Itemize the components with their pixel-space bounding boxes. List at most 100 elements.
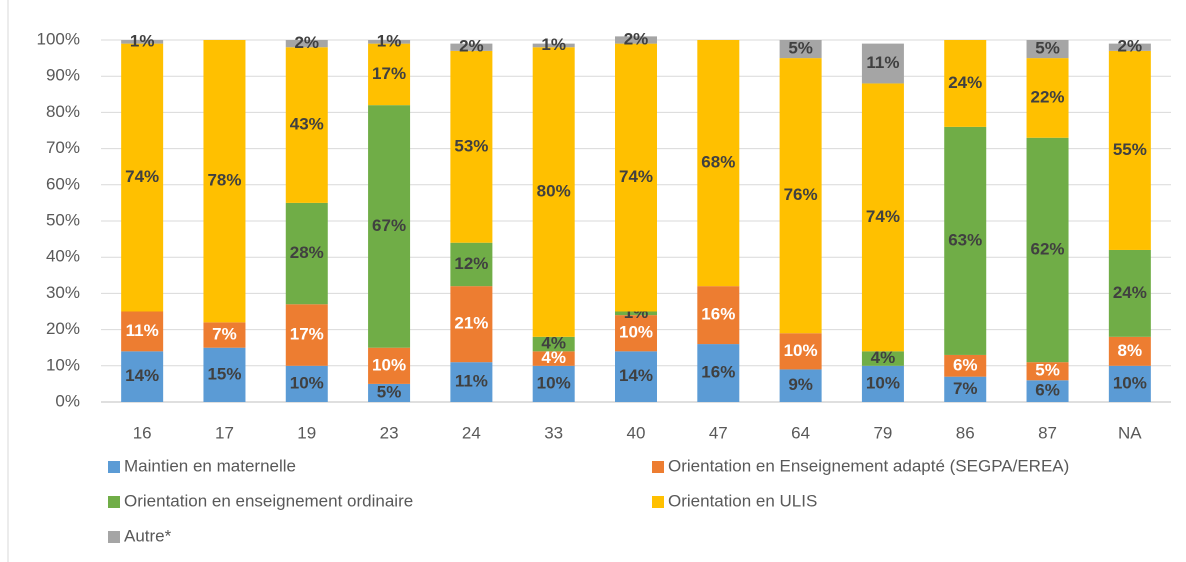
bar-segment — [121, 40, 164, 44]
bar-segment — [779, 333, 822, 370]
data-label: 2% — [459, 37, 484, 56]
bar-segment — [1026, 362, 1069, 381]
y-tick-label: 20% — [46, 319, 80, 338]
data-label: 10% — [619, 323, 653, 342]
data-label: 7% — [212, 325, 237, 344]
data-label: 10% — [290, 373, 324, 392]
bar-segment — [615, 315, 657, 352]
bar-segment — [532, 47, 575, 337]
bar-segment — [944, 354, 987, 377]
data-label: 74% — [866, 207, 900, 226]
x-tick-label: 40 — [627, 423, 646, 442]
legend-label: Autre* — [124, 526, 172, 545]
data-label: 22% — [1031, 87, 1065, 106]
x-tick-label: NA — [1118, 423, 1142, 442]
x-tick-label: 33 — [544, 423, 563, 442]
legend-swatch — [108, 461, 120, 473]
bar-segment — [450, 286, 493, 363]
data-label: 17% — [290, 325, 324, 344]
bar-segment — [450, 242, 493, 287]
bar-segment — [203, 347, 246, 402]
bar-segment — [944, 126, 987, 355]
data-label: 5% — [377, 382, 402, 401]
data-label: 1% — [377, 31, 402, 50]
y-tick-label: 80% — [46, 102, 80, 121]
data-label: 11% — [455, 372, 488, 391]
bar-segment — [368, 43, 411, 106]
bar-segment — [779, 40, 822, 59]
data-label: 28% — [290, 243, 324, 262]
bar-segment — [861, 351, 904, 366]
data-label: 4% — [871, 348, 896, 367]
bar-segment — [450, 362, 493, 402]
data-label: 7% — [953, 379, 978, 398]
data-label: 53% — [454, 136, 488, 155]
x-tick-label: 23 — [380, 423, 399, 442]
bar-segment — [532, 336, 575, 352]
legend-label: Orientation en enseignement ordinaire — [124, 491, 413, 510]
bar-segment — [1108, 336, 1151, 366]
bar-segment — [532, 365, 575, 402]
y-tick-label: 40% — [46, 247, 80, 266]
data-label: 2% — [294, 33, 319, 52]
bar-segment — [615, 351, 657, 402]
data-label: 1% — [541, 35, 566, 54]
data-label: 10% — [1113, 373, 1147, 392]
bar-segment — [944, 376, 987, 402]
bar-segment — [861, 43, 904, 84]
bar-segment — [1026, 40, 1069, 59]
bar-segment — [121, 351, 164, 402]
legend-swatch — [108, 496, 120, 508]
data-label: 2% — [1118, 37, 1143, 56]
data-label: 74% — [125, 167, 159, 186]
x-tick-label: 64 — [791, 423, 810, 442]
data-label: 5% — [1035, 361, 1060, 380]
bar-segment — [532, 43, 575, 48]
data-label: 11% — [126, 321, 159, 340]
data-label: 14% — [619, 366, 653, 385]
bar-segment — [861, 365, 904, 402]
data-label: 15% — [207, 364, 241, 383]
x-tick-label: 24 — [462, 423, 481, 442]
bar-segment — [615, 36, 657, 44]
y-tick-label: 60% — [46, 174, 80, 193]
data-label: 8% — [1118, 341, 1143, 360]
bar-segment — [615, 43, 657, 312]
data-label: 76% — [784, 185, 818, 204]
y-tick-label: 10% — [46, 355, 80, 374]
x-tick-label: 87 — [1038, 423, 1057, 442]
y-tick-label: 100% — [37, 29, 80, 48]
bar-segment — [697, 40, 740, 287]
data-label: 10% — [784, 341, 818, 360]
data-label: 62% — [1031, 239, 1065, 258]
bar-segment — [368, 105, 411, 348]
x-tick-label: 79 — [873, 423, 892, 442]
data-label: 74% — [619, 167, 653, 186]
x-tick-label: 16 — [133, 423, 152, 442]
data-label: 24% — [1113, 283, 1147, 302]
data-label: 17% — [372, 64, 406, 83]
bar-segment — [285, 202, 328, 305]
data-label: 14% — [125, 366, 159, 385]
data-label: 6% — [953, 355, 978, 374]
data-label: 9% — [788, 375, 813, 394]
legend-label: Orientation en ULIS — [668, 491, 817, 510]
bar-segment — [1108, 365, 1151, 402]
data-label: 68% — [701, 153, 735, 172]
bar-segment — [944, 40, 987, 127]
data-label: 2% — [624, 29, 649, 48]
bar-segment — [285, 365, 328, 402]
bar-segment — [1108, 249, 1151, 337]
data-label: 80% — [537, 182, 571, 201]
legend-swatch — [652, 461, 664, 473]
x-tick-label: 19 — [297, 423, 316, 442]
x-tick-label: 47 — [709, 423, 728, 442]
x-tick-label: 17 — [215, 423, 234, 442]
data-label: 10% — [866, 373, 900, 392]
bar-segment — [861, 83, 904, 352]
data-label: 67% — [372, 216, 406, 235]
data-label: 4% — [541, 334, 566, 353]
bar-segment — [615, 311, 657, 316]
data-label: 43% — [290, 115, 324, 134]
